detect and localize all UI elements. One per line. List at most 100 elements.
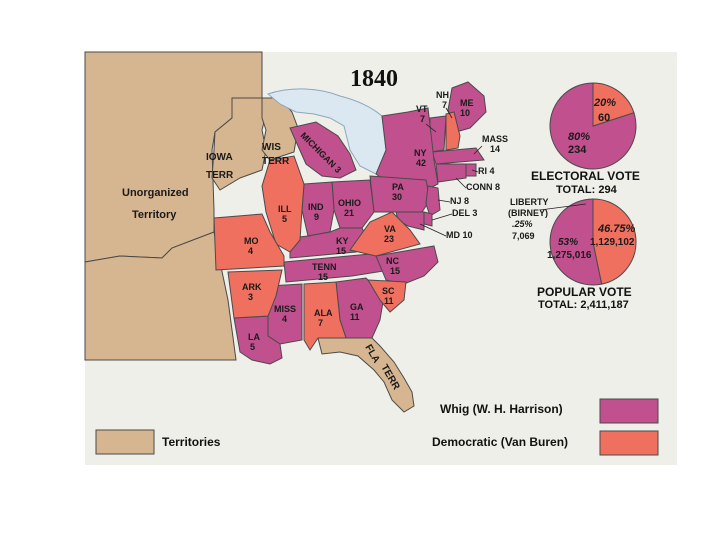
- delaware-state: [423, 211, 433, 227]
- rhode-island-state: [465, 163, 477, 177]
- state-label-ri: RI 4: [478, 166, 495, 176]
- new-jersey-state: [425, 185, 441, 217]
- liberty-leader-line: [539, 203, 587, 211]
- arkansas-state: [227, 269, 283, 319]
- electoral-whig-votes: 234: [568, 144, 587, 156]
- state-votes-mass: 14: [490, 144, 500, 154]
- wis-label-line1: WIS: [262, 142, 281, 153]
- legend-democratic-label: Democratic (Van Buren): [432, 435, 568, 449]
- popular-liberty-pct: .25%: [512, 219, 533, 229]
- leader-line-ri: [471, 169, 479, 173]
- alabama-state: [303, 281, 347, 351]
- map-title: 1840: [350, 66, 398, 92]
- state-votes-tenn: 15: [318, 272, 328, 282]
- state-label-md: MD 10: [446, 230, 473, 240]
- state-votes-la: 5: [250, 342, 255, 352]
- great-lakes: [266, 88, 411, 175]
- new-hampshire-state: [445, 111, 461, 151]
- unorganized-label-line1: Unorganized: [122, 187, 189, 199]
- leader-line-md: [419, 223, 447, 237]
- state-label-pa: PA: [392, 182, 404, 192]
- state-label-mass: MASS: [482, 134, 508, 144]
- legend-territories-label: Territories: [162, 435, 221, 449]
- iowa-label-line1: IOWA: [206, 152, 233, 163]
- state-votes-ohio: 21: [344, 208, 354, 218]
- louisiana-state: [233, 315, 283, 365]
- electoral-pie-dem-slice: [592, 82, 635, 127]
- state-votes-nc: 15: [390, 266, 400, 276]
- leader-line-nh: [445, 107, 453, 119]
- state-label-ohio: OHIO: [338, 198, 361, 208]
- legend-territories-swatch: [95, 429, 155, 455]
- legend: Whig (W. H. Harrison) Democratic (Van Bu…: [95, 398, 659, 456]
- electoral-dem-votes: 60: [598, 112, 610, 124]
- state-label-conn: CONN 8: [466, 182, 500, 192]
- state-label-ill: ILL: [278, 204, 292, 214]
- state-label-me: ME: [460, 98, 474, 108]
- state-label-sc: SC: [382, 286, 395, 296]
- electoral-vote-total: TOTAL: 294: [556, 184, 618, 196]
- electoral-dem-pct: 20%: [593, 97, 616, 109]
- state-votes-va: 23: [384, 234, 394, 244]
- state-label-tenn: TENN: [312, 262, 337, 272]
- popular-whig-votes: 1,275,016: [547, 250, 592, 261]
- state-votes-ny: 42: [416, 158, 426, 168]
- state-votes-ala: 7: [318, 318, 323, 328]
- state-votes-nh: 7: [442, 100, 447, 110]
- state-votes-pa: 30: [392, 192, 402, 202]
- south-carolina-state: [367, 279, 407, 313]
- state-label-nh: NH: [436, 90, 449, 100]
- state-label-ala: ALA: [314, 308, 333, 318]
- popular-pie-dem-slice: [592, 198, 637, 285]
- state-label-ga: GA: [350, 302, 364, 312]
- state-label-vt: VT: [416, 104, 428, 114]
- state-votes-sc: 11: [384, 296, 394, 306]
- state-label-nc: NC: [386, 256, 399, 266]
- michigan-state: [289, 121, 357, 179]
- state-label-nj: NJ 8: [450, 196, 469, 206]
- state-votes-ga: 11: [350, 312, 360, 322]
- state-label-del: DEL 3: [452, 208, 477, 218]
- legend-democratic-swatch: [599, 430, 659, 456]
- virginia-state: [349, 211, 421, 257]
- leader-line-vt: [425, 123, 437, 133]
- popular-dem-pct: 46.75%: [597, 223, 636, 235]
- connecticut-state: [435, 163, 467, 183]
- popular-vote-label: POPULAR VOTE: [537, 285, 632, 299]
- florida-territory-region: [317, 337, 415, 413]
- leader-line-conn: [455, 177, 467, 189]
- illinois-state: [261, 155, 305, 253]
- unorganized-label-line2: Territory: [132, 209, 177, 221]
- popular-pie-whig-slice: [549, 198, 603, 286]
- leader-line-nj: [437, 199, 451, 203]
- state-votes-miss: 4: [282, 314, 287, 324]
- north-carolina-state: [375, 245, 439, 285]
- state-votes-ind: 9: [314, 212, 319, 222]
- legend-whig-label: Whig (W. H. Harrison): [440, 402, 563, 416]
- popular-liberty-line2: (BIRNEY): [508, 208, 548, 218]
- popular-vote-chart: LIBERTY (BIRNEY) .25% 7,069 46.75% 1,129…: [508, 197, 637, 311]
- electoral-vote-label: ELECTORAL VOTE: [531, 169, 640, 183]
- state-label-va: VA: [384, 224, 396, 234]
- state-label-mo: MO: [244, 236, 259, 246]
- state-label-ind: IND: [308, 202, 324, 212]
- missouri-state: [213, 213, 285, 271]
- leader-line-del: [431, 213, 453, 221]
- state-votes-vt: 7: [420, 114, 425, 124]
- electoral-vote-chart: 20% 60 80% 234 ELECTORAL VOTE TOTAL: 294: [531, 82, 640, 196]
- popular-whig-pct: 53%: [558, 237, 578, 248]
- state-votes-me: 10: [460, 108, 470, 118]
- leader-lines: [419, 107, 483, 237]
- leader-line-mass: [473, 145, 483, 155]
- state-votes-ill: 5: [282, 214, 287, 224]
- state-label-ny: NY: [414, 148, 427, 158]
- state-votes-ky: 15: [336, 246, 346, 256]
- popular-dem-votes: 1,129,102: [590, 237, 635, 248]
- state-votes-ark: 3: [248, 292, 253, 302]
- legend-whig-swatch: [599, 398, 659, 424]
- popular-vote-total: TOTAL: 2,411,187: [538, 299, 629, 311]
- iowa-label-line2: TERR: [206, 170, 234, 181]
- wis-label-line2: TERR: [262, 156, 290, 167]
- popular-liberty-line1: LIBERTY: [510, 197, 549, 207]
